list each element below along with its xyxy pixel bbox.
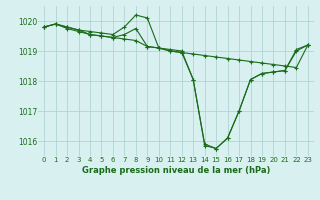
- X-axis label: Graphe pression niveau de la mer (hPa): Graphe pression niveau de la mer (hPa): [82, 166, 270, 175]
